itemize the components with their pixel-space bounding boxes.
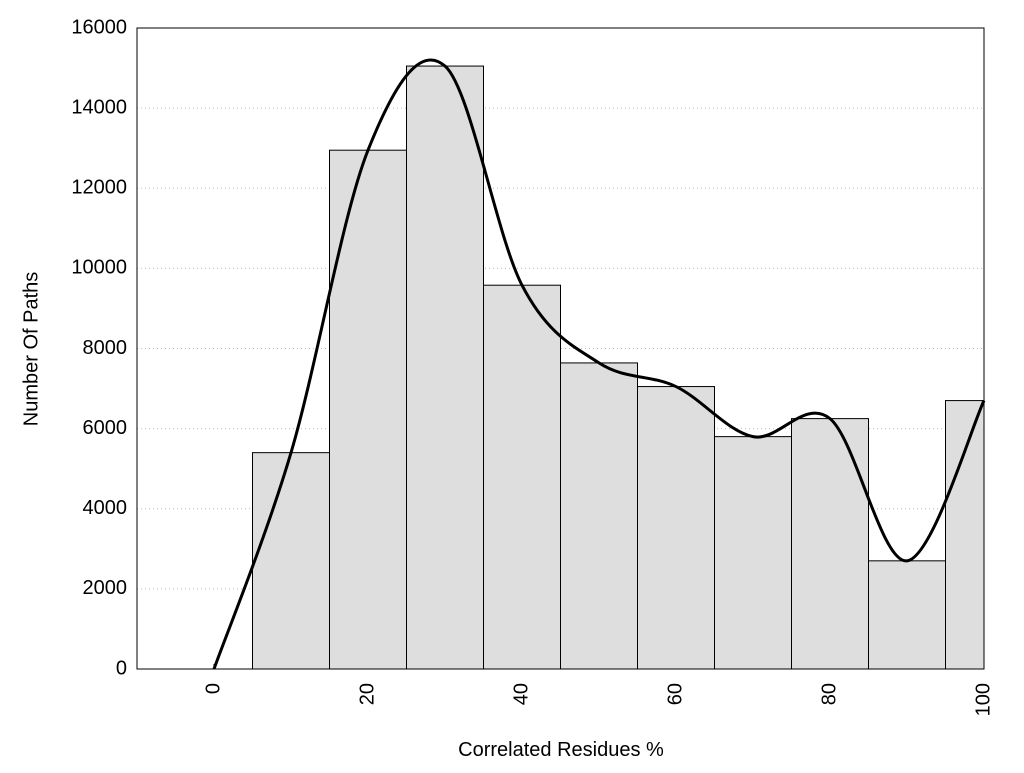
y-tick-label: 0 bbox=[116, 657, 127, 679]
smooth-line bbox=[212, 58, 986, 670]
histogram-bar bbox=[791, 418, 869, 670]
x-tick-label: 100 bbox=[972, 683, 994, 716]
histogram-bar bbox=[637, 386, 715, 670]
y-tick-label: 12000 bbox=[71, 177, 127, 199]
x-tick-label: 80 bbox=[818, 683, 840, 705]
x-tick-label: 20 bbox=[356, 683, 378, 705]
histogram-bar bbox=[868, 560, 946, 670]
x-tick-label: 40 bbox=[510, 683, 532, 705]
histogram-bar bbox=[560, 362, 638, 670]
histogram-bar bbox=[252, 452, 330, 670]
histogram-bar bbox=[329, 149, 407, 670]
y-axis-label: Number Of Paths bbox=[20, 272, 42, 427]
y-tick-label: 4000 bbox=[83, 497, 128, 519]
y-tick-label: 6000 bbox=[83, 417, 128, 439]
histogram-bar bbox=[945, 400, 985, 670]
y-tick-label: 10000 bbox=[71, 257, 127, 279]
y-tick-label: 16000 bbox=[71, 16, 127, 38]
x-axis-label: Correlated Residues % bbox=[458, 739, 664, 761]
histogram-bar bbox=[714, 436, 792, 670]
y-tick-label: 8000 bbox=[83, 337, 128, 359]
histogram-bar bbox=[483, 284, 561, 670]
y-tick-label: 2000 bbox=[83, 577, 128, 599]
y-tick-label: 14000 bbox=[71, 96, 127, 118]
histogram-bar bbox=[406, 65, 484, 670]
x-tick-label: 60 bbox=[664, 683, 686, 705]
x-tick-label: 0 bbox=[202, 683, 224, 694]
plot-frame bbox=[136, 27, 985, 670]
